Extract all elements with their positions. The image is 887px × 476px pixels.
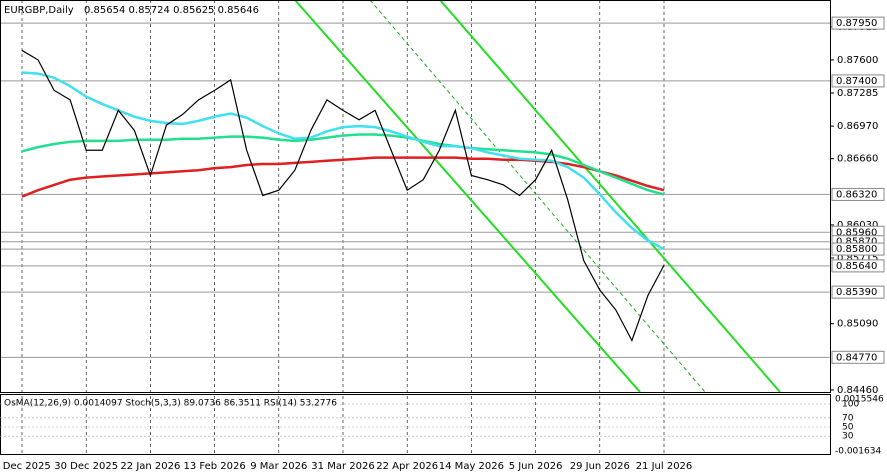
- x-tick-label: 30 Dec 2025: [54, 461, 118, 472]
- level-label-box: [831, 74, 885, 88]
- level-label: 0.85960: [836, 227, 877, 238]
- y-tick-label: 0.85090: [837, 319, 878, 330]
- main-frame: [0, 0, 831, 393]
- y-tick-label: 0.86660: [837, 154, 878, 165]
- level-label: 0.85870: [836, 237, 877, 248]
- osc-tick-label: 100: [842, 400, 859, 410]
- osc-tick-label: 30: [842, 432, 854, 442]
- trend-line: [294, 0, 641, 393]
- y-tick-label: 0.84460: [837, 385, 878, 396]
- level-label-box: [831, 16, 885, 30]
- x-tick-label: 29 Jun 2026: [570, 461, 630, 472]
- x-tick-label: 13 Feb 2026: [183, 461, 245, 472]
- y-tick-label: 0.87285: [837, 88, 878, 99]
- x-tick-label: 9 Mar 2026: [250, 461, 307, 472]
- level-label-box: [831, 242, 885, 256]
- x-tick-label: 14 May 2026: [439, 461, 504, 472]
- x-tick-label: 21 Jul 2026: [636, 461, 693, 472]
- osc-min-label: -0.001634: [835, 447, 881, 457]
- level-label-box: [831, 259, 885, 273]
- ma-line: [21, 71, 665, 251]
- x-tick-label: 22 Jan 2026: [120, 461, 180, 472]
- y-tick-label: 0.86030: [837, 220, 878, 231]
- x-tick-label: 31 Mar 2026: [311, 461, 374, 472]
- level-label: 0.87950: [836, 18, 877, 29]
- osc-tick-label: 70: [842, 413, 854, 423]
- level-label-box: [831, 285, 885, 299]
- level-label: 0.87400: [836, 76, 877, 87]
- grid: [0, 0, 830, 455]
- trend-line: [439, 0, 781, 393]
- x-tick-label: 5 Jun 2026: [509, 461, 563, 472]
- y-tick-label: 0.87600: [837, 55, 878, 66]
- level-label: 0.85640: [836, 261, 877, 272]
- osc-max-label: 0.0015546: [835, 395, 884, 405]
- oscillator-title: OsMA(12,26,9) 0.0014097 Stoch(5,3,3) 89.…: [4, 399, 337, 409]
- level-label: 0.85390: [836, 287, 877, 298]
- level-label: 0.84770: [836, 352, 877, 363]
- osc-tick-label: 50: [842, 423, 854, 433]
- ohlc-header: 0.85654 0.85724 0.85625 0.85646: [84, 5, 259, 16]
- x-tick-label: 5 Dec 2025: [0, 461, 51, 472]
- price-line: [21, 49, 665, 342]
- x-tick-label: 22 Apr 2026: [376, 461, 438, 472]
- chart-title: EURGBP,Daily: [4, 5, 74, 16]
- level-label: 0.85800: [836, 244, 877, 255]
- ma-line: [21, 133, 665, 196]
- level-label-box: [831, 350, 885, 364]
- level-label: 0.86320: [836, 189, 877, 200]
- y-tick-label: 0.86970: [837, 121, 878, 132]
- trend-line: [369, 0, 706, 393]
- level-label-box: [831, 187, 885, 201]
- sub-frame: [0, 394, 831, 455]
- plot: [21, 49, 665, 342]
- y-tick-label: 0.85715: [837, 253, 878, 264]
